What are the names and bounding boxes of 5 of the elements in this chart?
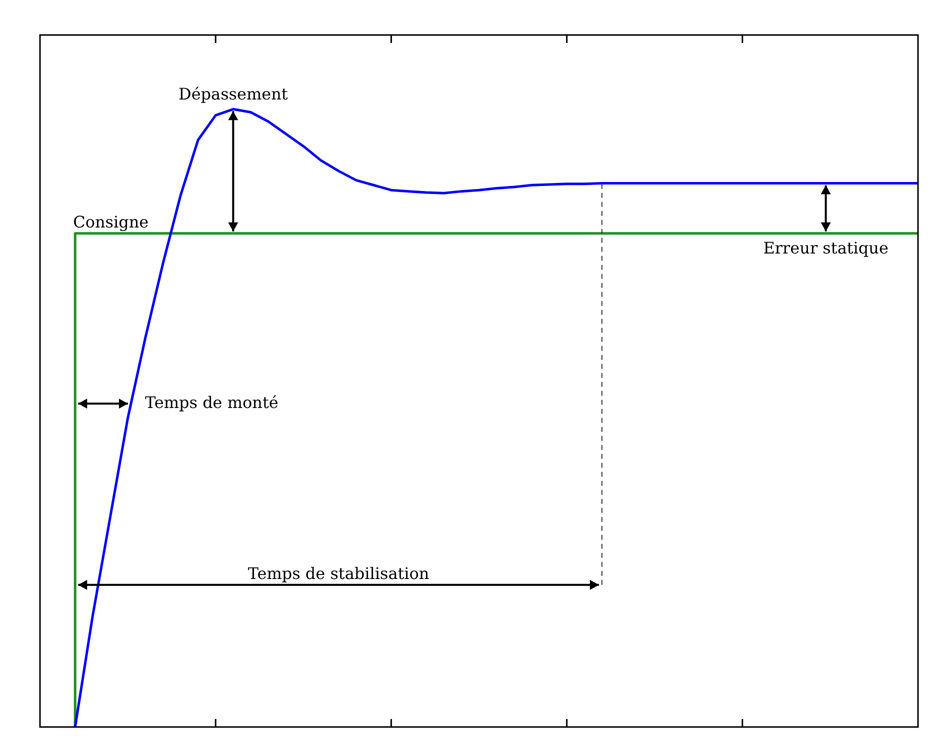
annotation: Temps de monté [144,392,278,412]
annotation: Consigne [73,212,149,232]
annotation: Temps de stabilisation [248,564,430,583]
annotation: Dépassement [178,84,288,104]
annotation: Erreur statique [763,238,888,258]
